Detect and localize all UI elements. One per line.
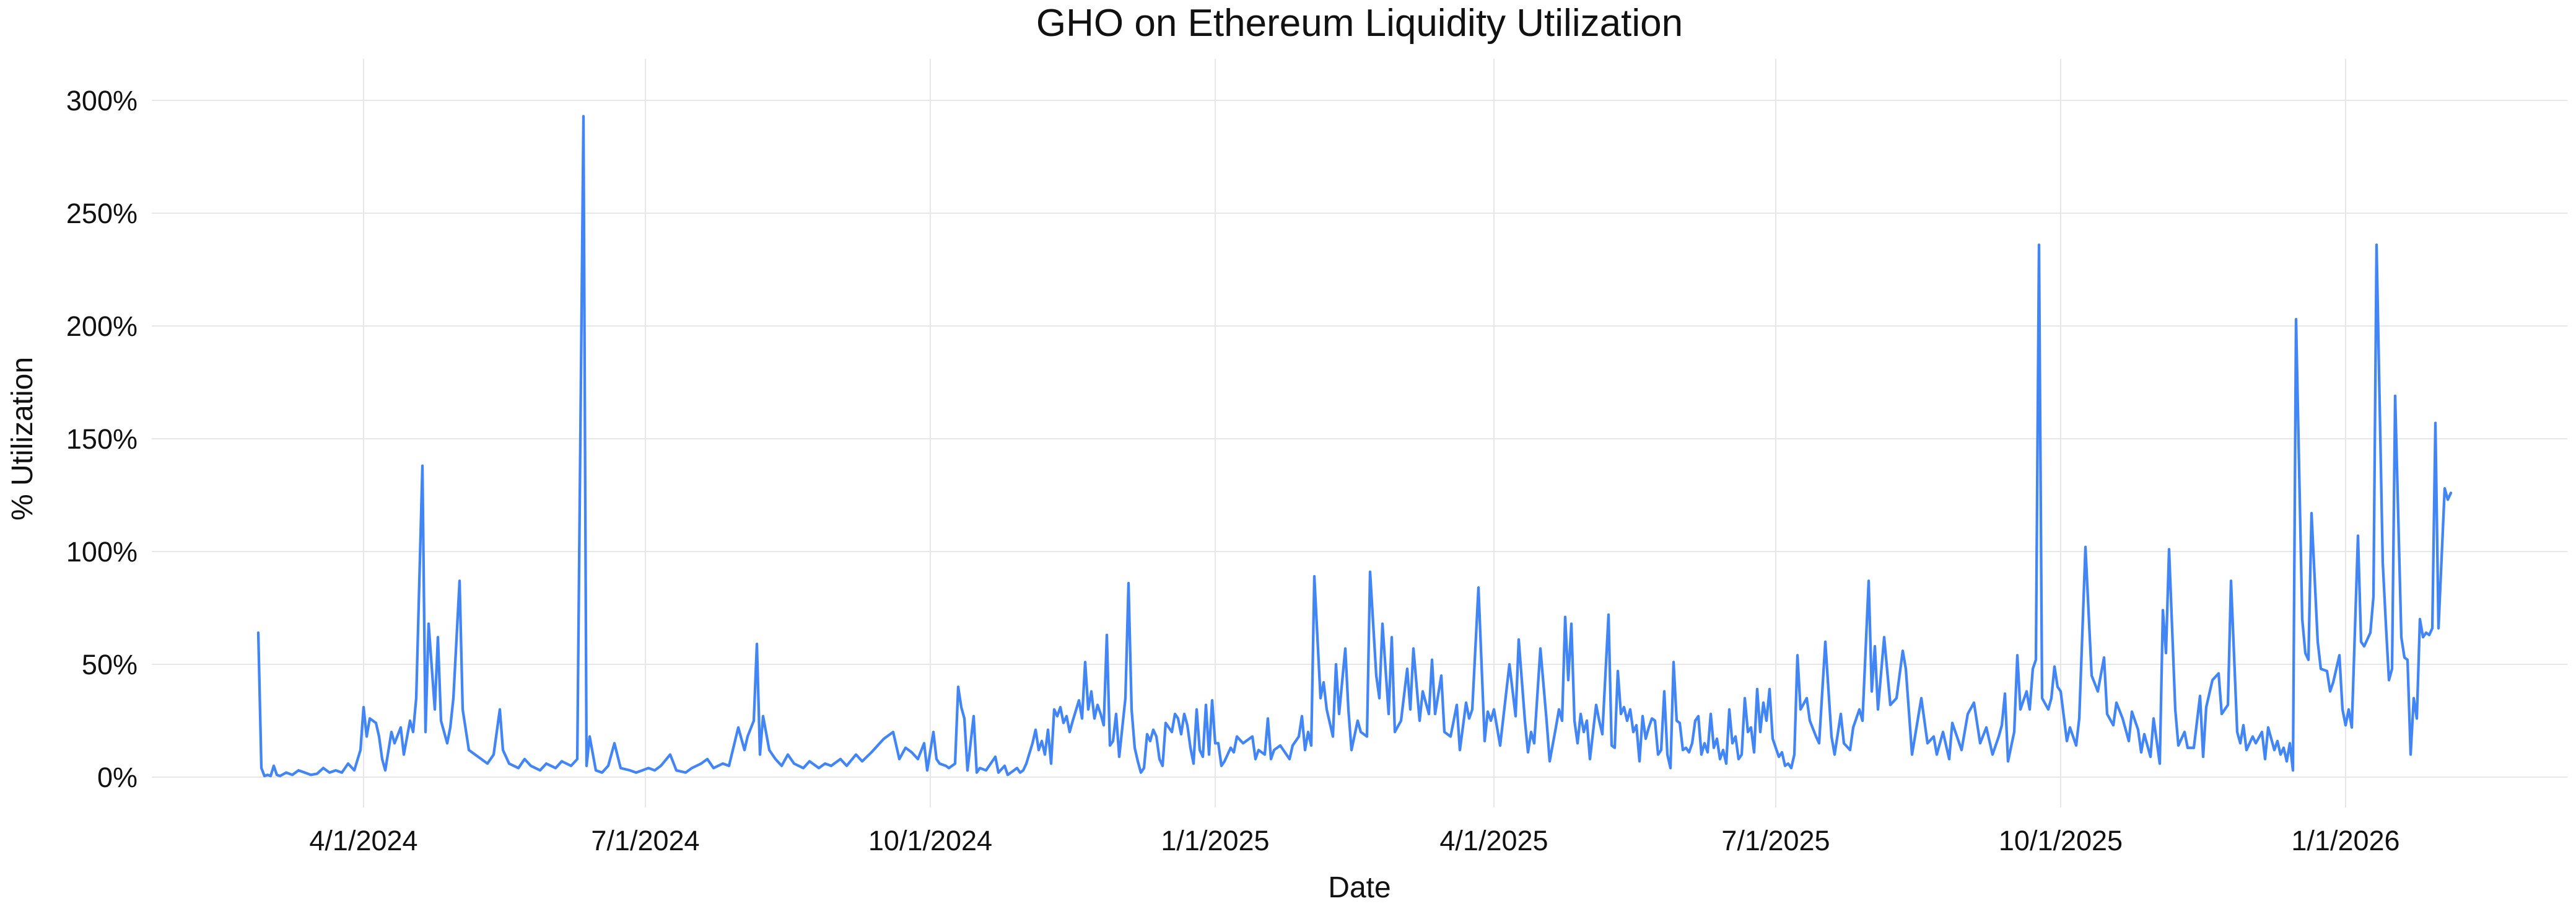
x-tick-label: 4/1/2024 <box>309 825 417 856</box>
y-tick-label: 250% <box>66 198 138 229</box>
y-tick-label: 300% <box>66 85 138 117</box>
y-axis-title: % Utilization <box>6 357 39 521</box>
y-tick-label: 150% <box>66 423 138 455</box>
horizontal-gridlines <box>152 100 2567 778</box>
x-tick-label: 1/1/2025 <box>1161 825 1269 856</box>
y-tick-label: 50% <box>82 649 138 680</box>
chart-title: GHO on Ethereum Liquidity Utilization <box>1036 2 1683 45</box>
x-tick-label: 1/1/2026 <box>2291 825 2399 856</box>
x-axis-tick-labels: 4/1/2024 7/1/2024 10/1/2024 1/1/2025 4/1/202… <box>309 825 2399 856</box>
vertical-gridlines <box>363 59 2346 807</box>
utilization-series-line <box>256 115 2453 778</box>
x-tick-label: 10/1/2024 <box>868 825 992 856</box>
x-axis-title: Date <box>1328 871 1391 904</box>
y-axis-tick-labels: 0% 50% 100% 150% 200% 250% 300% <box>66 85 138 793</box>
x-tick-label: 7/1/2025 <box>1721 825 1830 856</box>
x-tick-label: 7/1/2024 <box>591 825 699 856</box>
x-tick-label: 4/1/2025 <box>1439 825 1548 856</box>
y-tick-label: 0% <box>97 762 138 793</box>
x-tick-label: 10/1/2025 <box>1999 825 2123 856</box>
y-tick-label: 200% <box>66 310 138 342</box>
y-tick-label: 100% <box>66 536 138 568</box>
